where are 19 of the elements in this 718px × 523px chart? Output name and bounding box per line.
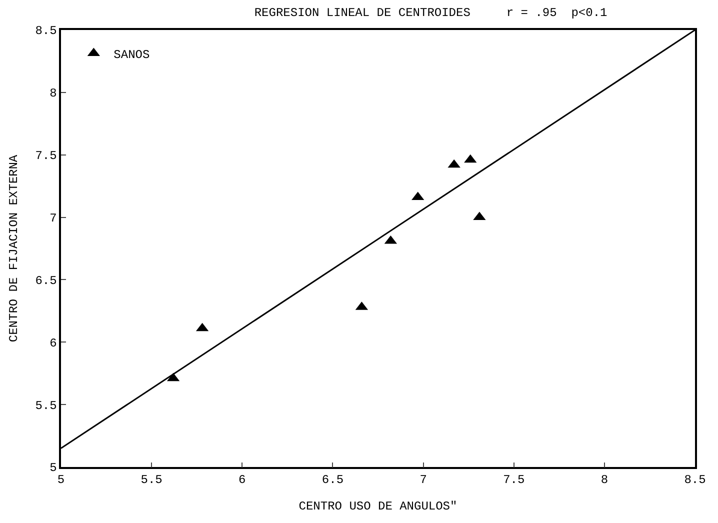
y-tick-label: 7 [50,211,57,226]
y-axis-title: CENTRO DE FIJACION EXTERNA [7,154,22,342]
y-tick-label: 6 [50,336,57,350]
y-tick-label: 7.5 [35,149,57,164]
x-tick-label: 8 [600,473,608,488]
x-tick-label: 6.5 [322,473,344,488]
chart-title: REGRESION LINEAL DE CENTROIDES r = .95 p<0.1 [254,6,608,20]
y-tick-label: 6.5 [35,274,57,288]
x-tick-label: 7 [420,473,427,488]
x-tick-label: 6 [238,473,246,488]
legend-label: SANOS [114,48,150,62]
y-tick-label: 8.5 [35,24,57,38]
y-tick-label: 8 [50,86,57,101]
x-tick-label: 8.5 [684,473,706,488]
x-tick-label: 5.5 [140,473,162,488]
x-axis-title: CENTRO USO DE ANGULOS" [298,500,458,514]
y-tick-label: 5.5 [35,398,57,413]
x-tick-label: 7.5 [503,473,525,488]
y-tick-label: 5 [50,461,57,476]
